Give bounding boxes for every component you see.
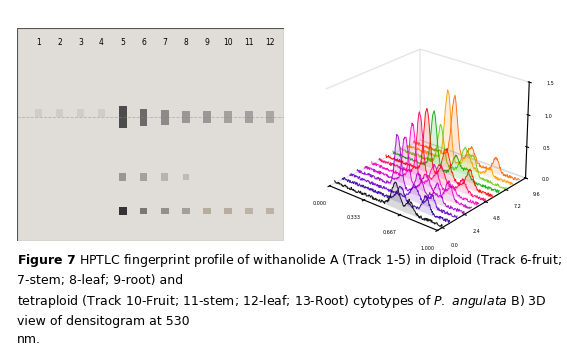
Bar xyxy=(182,111,189,123)
Bar xyxy=(266,111,274,123)
Bar xyxy=(225,111,232,123)
Bar xyxy=(56,109,63,117)
Text: 8: 8 xyxy=(184,38,188,47)
Bar xyxy=(141,173,147,181)
Text: 12: 12 xyxy=(265,38,275,47)
Text: 7: 7 xyxy=(162,38,167,47)
Text: 11: 11 xyxy=(244,38,254,47)
Text: 6: 6 xyxy=(141,38,146,47)
Bar xyxy=(77,109,84,117)
Bar xyxy=(203,208,211,214)
Bar xyxy=(246,111,253,123)
Text: 3: 3 xyxy=(78,38,83,47)
Text: $\bf{Figure\ 7}$ HPTLC fingerprint profile of withanolide A (Track 1-5) in diplo: $\bf{Figure\ 7}$ HPTLC fingerprint profi… xyxy=(17,252,562,344)
Text: 2: 2 xyxy=(57,38,62,47)
Text: 5: 5 xyxy=(120,38,125,47)
Bar xyxy=(162,173,168,181)
Bar xyxy=(183,174,189,180)
Bar xyxy=(246,208,253,214)
Bar xyxy=(140,109,147,126)
Bar xyxy=(119,207,126,215)
Text: 10: 10 xyxy=(223,38,233,47)
Bar xyxy=(161,208,168,214)
Bar xyxy=(203,111,211,123)
Bar xyxy=(140,208,147,214)
Bar xyxy=(119,106,126,128)
Bar xyxy=(98,109,105,117)
Bar xyxy=(182,208,189,214)
FancyBboxPatch shape xyxy=(17,28,284,241)
Text: 4: 4 xyxy=(99,38,104,47)
Bar xyxy=(225,208,232,214)
Text: 9: 9 xyxy=(205,38,209,47)
Bar xyxy=(161,110,168,125)
Bar xyxy=(266,208,274,214)
Bar xyxy=(119,173,126,181)
Text: 1: 1 xyxy=(36,38,41,47)
Bar xyxy=(35,109,41,117)
